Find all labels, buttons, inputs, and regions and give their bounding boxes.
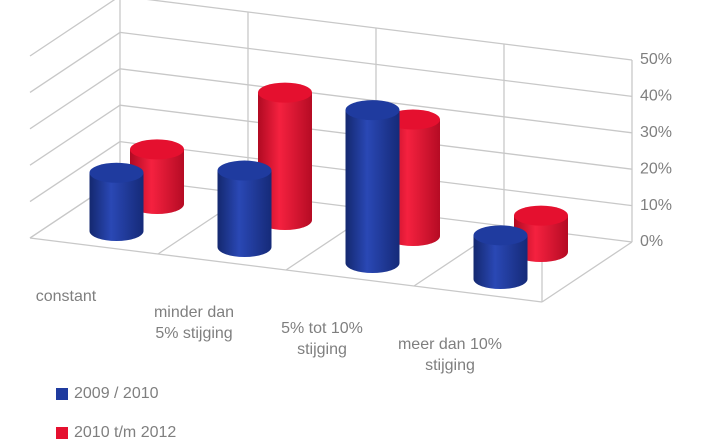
legend-swatch [56, 427, 68, 439]
cylinder [217, 160, 272, 257]
y-tick-label: 30% [640, 124, 672, 141]
y-tick-label: 0% [640, 233, 663, 250]
grid-line [29, 31, 121, 93]
bar-top [514, 205, 568, 226]
bar-top [473, 225, 528, 246]
x-tick-label: constant [35, 288, 97, 305]
cylinder [89, 162, 144, 241]
y-tick-label: 50% [640, 51, 672, 68]
legend-label: 2010 t/m 2012 [74, 424, 177, 441]
y-tick-label: 10% [640, 197, 672, 214]
grid-line [29, 104, 121, 166]
bar-top [258, 82, 312, 103]
cylinder [345, 100, 400, 274]
bar-top [217, 160, 272, 181]
bar-top [345, 100, 400, 121]
legend-swatch [56, 388, 68, 400]
grid-line [29, 68, 121, 130]
y-tick-label: 40% [640, 88, 672, 105]
grid-line [29, 0, 116, 57]
bar-top [89, 162, 144, 183]
bar [345, 110, 400, 274]
y-tick-label: 20% [640, 160, 672, 177]
x-tick-label: minder dan 5% stijging [153, 304, 235, 342]
legend-item: 2009 / 2010 [56, 384, 159, 404]
bar [473, 235, 528, 289]
x-tick-label: meer dan 10% stijging [397, 336, 503, 374]
cylinder [473, 225, 528, 289]
bar [217, 170, 272, 257]
x-tick-label: 5% tot 10% stijging [281, 320, 363, 358]
bar-top [130, 139, 184, 160]
grid-line [146, 0, 633, 61]
bar [89, 172, 144, 241]
grid-line [119, 31, 633, 98]
legend-label: 2009 / 2010 [74, 385, 159, 402]
grid-line [29, 141, 121, 203]
floor-edge [541, 241, 633, 303]
legend-item: 2010 t/m 2012 [56, 423, 176, 443]
